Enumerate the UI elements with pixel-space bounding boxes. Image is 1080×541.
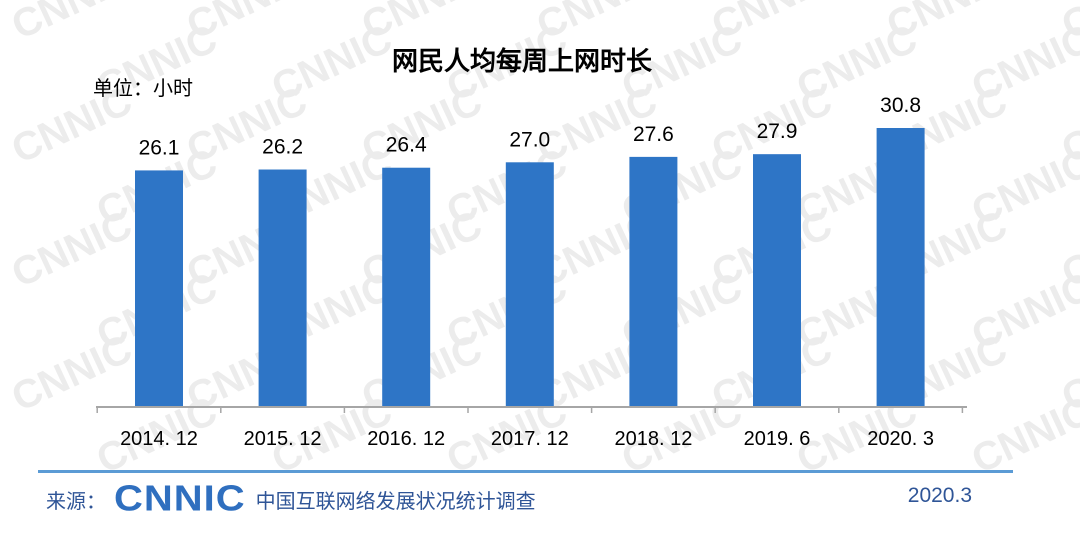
category-label-6: 2020. 3 <box>867 428 934 450</box>
chart-title: 网民人均每周上网时长 <box>392 46 653 77</box>
unit-label: 单位：小时 <box>93 76 193 100</box>
category-label-5: 2019. 6 <box>744 428 811 450</box>
footer-divider <box>38 470 1013 473</box>
bars <box>135 128 925 407</box>
bar-5 <box>753 154 801 407</box>
category-label-3: 2017. 12 <box>491 428 569 450</box>
cnnic-logo: CNNIC <box>114 479 246 519</box>
value-labels: 26.1 26.2 26.4 27.0 27.6 27.9 30.8 <box>139 94 921 159</box>
bar-2 <box>382 167 431 407</box>
category-label-0: 2014. 12 <box>120 428 198 450</box>
value-label-6: 30.8 <box>880 94 921 117</box>
x-axis-ticks <box>96 407 964 413</box>
source-label: 来源： <box>46 488 106 513</box>
value-label-0: 26.1 <box>139 136 180 159</box>
value-label-4: 27.6 <box>633 123 674 146</box>
source-line: 来源： CNNIC 中国互联网络发展状况统计调查 <box>46 479 536 519</box>
category-label-2: 2016. 12 <box>367 428 445 450</box>
bar-0 <box>135 170 183 407</box>
report-date: 2020.3 <box>907 484 972 507</box>
category-label-4: 2018. 12 <box>614 428 692 450</box>
value-label-1: 26.2 <box>262 136 303 159</box>
value-label-2: 26.4 <box>386 134 427 157</box>
value-label-5: 27.9 <box>757 120 798 143</box>
org-name: 中国互联网络发展状况统计调查 <box>255 488 536 513</box>
bar-3 <box>505 162 554 407</box>
category-labels: 2014. 12 2015. 12 2016. 12 2017. 12 2018. 12… <box>120 428 934 450</box>
value-label-3: 27.0 <box>509 128 550 151</box>
bar-6 <box>876 128 925 407</box>
category-label-1: 2015. 12 <box>244 428 322 450</box>
bar-4 <box>629 156 678 407</box>
bar-1 <box>258 169 307 407</box>
